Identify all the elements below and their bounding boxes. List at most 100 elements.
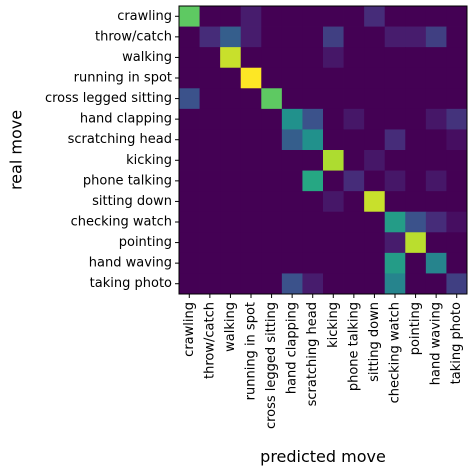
heatmap-cell — [446, 67, 468, 89]
heatmap-cell — [343, 150, 365, 171]
heatmap-cell — [220, 26, 242, 48]
heatmap-cell — [405, 211, 427, 233]
heatmap-cell — [199, 108, 221, 130]
heatmap-cell — [302, 129, 324, 151]
heatmap-cell — [364, 273, 386, 295]
heatmap-cell — [179, 88, 200, 110]
heatmap-cell — [446, 108, 468, 130]
heatmap-cell — [179, 191, 200, 213]
heatmap-cell — [446, 47, 468, 69]
y-tick-label: checking watch — [71, 215, 172, 230]
y-tick-label: phone talking — [83, 173, 172, 188]
heatmap-cell — [343, 47, 365, 69]
heatmap-cell — [343, 273, 365, 295]
heatmap-cell — [199, 232, 221, 254]
y-tick-label: walking — [122, 50, 172, 65]
heatmap-cell — [281, 252, 303, 274]
heatmap-cell — [281, 191, 303, 213]
heatmap-cell — [220, 232, 242, 254]
heatmap-cell — [179, 47, 200, 69]
heatmap-cell — [364, 67, 386, 89]
heatmap-cell — [343, 232, 365, 254]
heatmap-cell — [240, 129, 262, 151]
heatmap-cell — [343, 108, 365, 130]
x-tick-label: hand waving — [429, 302, 444, 385]
heatmap-cell — [425, 211, 447, 233]
heatmap-cell — [323, 47, 344, 69]
heatmap-cell — [199, 67, 221, 89]
heatmap-cell — [199, 26, 221, 48]
heatmap-cells — [179, 6, 468, 295]
x-tick-label: pointing — [408, 302, 423, 355]
heatmap-cell — [405, 26, 427, 48]
heatmap-cell — [302, 47, 324, 69]
heatmap-cell — [364, 108, 386, 130]
y-tick-label: running in spot — [74, 71, 172, 86]
heatmap-cell — [261, 129, 283, 151]
x-tick-label: running in spot — [244, 302, 259, 400]
heatmap-cell — [364, 47, 386, 69]
x-tick-label: walking — [223, 302, 238, 352]
heatmap-cell — [220, 129, 242, 151]
heatmap-cell — [179, 129, 200, 151]
heatmap-cell — [405, 67, 427, 89]
heatmap-cell — [364, 252, 386, 274]
heatmap-cell — [405, 232, 427, 254]
heatmap-cell — [199, 88, 221, 110]
heatmap-cell — [302, 88, 324, 110]
y-tick-label: sitting down — [92, 194, 172, 209]
heatmap-cell — [281, 88, 303, 110]
heatmap-cell — [405, 6, 427, 27]
heatmap-cell — [281, 273, 303, 295]
heatmap-cell — [364, 232, 386, 254]
heatmap-cell — [425, 232, 447, 254]
heatmap-cell — [446, 150, 468, 171]
heatmap-cell — [240, 67, 262, 89]
y-tick-label: hand waving — [89, 256, 172, 271]
y-tick-label: kicking — [126, 153, 172, 168]
heatmap-cell — [384, 6, 406, 27]
heatmap-cell — [446, 232, 468, 254]
heatmap-cell — [179, 6, 200, 27]
heatmap-cell — [446, 88, 468, 110]
heatmap-cell — [261, 108, 283, 130]
heatmap-cell — [384, 191, 406, 213]
heatmap-cell — [343, 88, 365, 110]
heatmap-cell — [425, 273, 447, 295]
heatmap-cell — [281, 47, 303, 69]
heatmap-cell — [220, 252, 242, 274]
heatmap-cell — [302, 108, 324, 130]
heatmap-cell — [261, 211, 283, 233]
heatmap-cell — [446, 129, 468, 151]
heatmap-cell — [240, 26, 262, 48]
y-tick-label: taking photo — [90, 276, 172, 291]
heatmap-cell — [261, 170, 283, 192]
heatmap-cell — [220, 88, 242, 110]
heatmap-cell — [220, 150, 242, 171]
heatmap-cell — [179, 26, 200, 48]
heatmap-cell — [364, 211, 386, 233]
heatmap-cell — [405, 170, 427, 192]
heatmap-cell — [281, 67, 303, 89]
heatmap-cell — [220, 273, 242, 295]
heatmap-cell — [384, 26, 406, 48]
heatmap-cell — [281, 170, 303, 192]
heatmap-cell — [384, 150, 406, 171]
heatmap-cell — [240, 88, 262, 110]
heatmap-cell — [446, 6, 468, 27]
heatmap-cell — [220, 211, 242, 233]
heatmap-cell — [384, 129, 406, 151]
heatmap-cell — [302, 252, 324, 274]
heatmap-cell — [425, 150, 447, 171]
heatmap-cell — [343, 129, 365, 151]
heatmap-cell — [446, 26, 468, 48]
heatmap-cell — [302, 67, 324, 89]
plot-frame — [178, 5, 468, 295]
heatmap-cell — [323, 26, 344, 48]
heatmap-cell — [323, 232, 344, 254]
heatmap-cell — [199, 170, 221, 192]
heatmap-cell — [281, 232, 303, 254]
heatmap-cell — [302, 170, 324, 192]
heatmap-cell — [281, 108, 303, 130]
